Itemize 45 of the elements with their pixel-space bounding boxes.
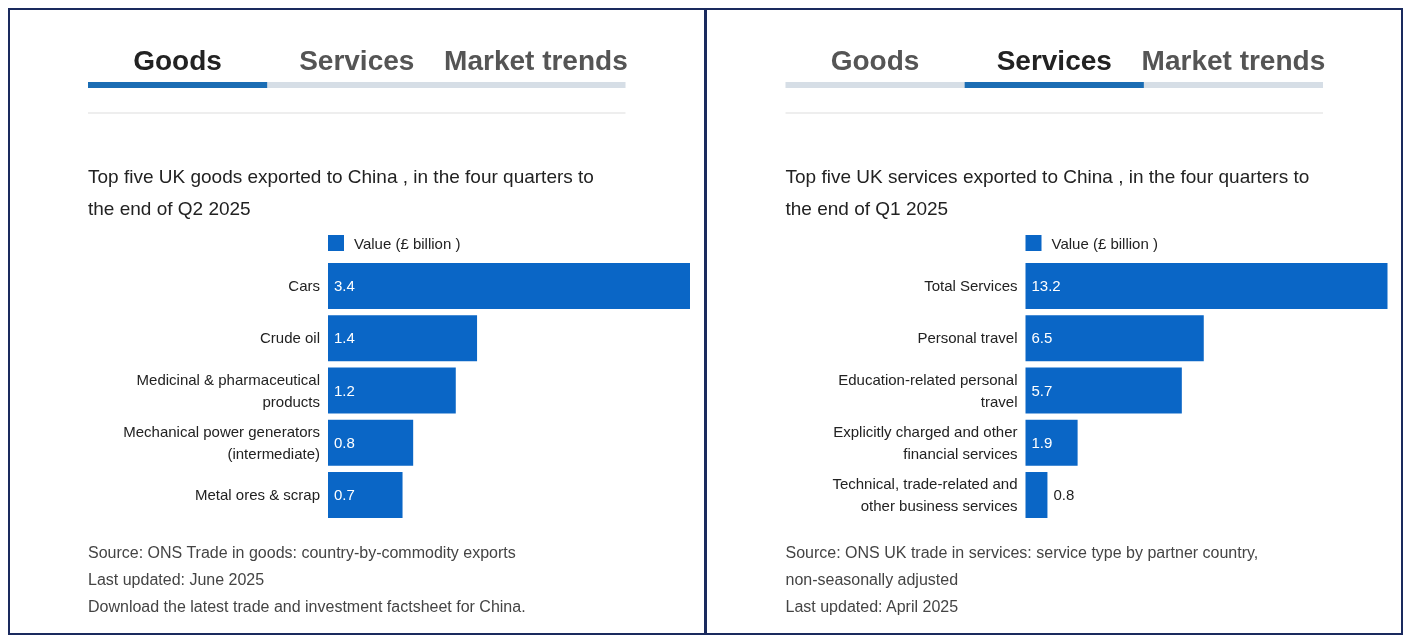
text: Market trends — [444, 45, 628, 76]
legend-label: Value (£ billion ) — [354, 235, 461, 252]
bar — [1025, 472, 1048, 518]
y-tick-label: Mechanical power generators (intermediate) — [123, 422, 320, 462]
legend-label: Value (£ billion ) — [1051, 235, 1158, 252]
y-tick-label: Personal travel — [917, 329, 1018, 347]
bar — [328, 472, 403, 518]
bar — [328, 419, 414, 466]
text: Download the latest trade and investment factsheet for China. — [88, 598, 526, 615]
chart-title: Top five UK services exported to China , in the four quarters to the end of Q1 2025 — [785, 166, 1310, 219]
bar — [1025, 419, 1078, 466]
data-label: 1.4 — [334, 329, 355, 347]
bar — [1025, 367, 1182, 414]
source-note: Source: ONS Trade in goods: country-by-commodity exports — [88, 544, 516, 561]
y-tick-label: Cars — [288, 276, 320, 294]
y-tick-label: Education-related personal travel — [838, 370, 1018, 410]
data-label: 1.2 — [334, 381, 355, 399]
bar — [1025, 315, 1204, 362]
data-label: 5.7 — [1031, 381, 1053, 399]
bar — [328, 263, 690, 309]
y-tick-label: Crude oil — [259, 329, 320, 347]
data-label: 6.5 — [1031, 329, 1053, 347]
text: Market trends — [1141, 45, 1326, 76]
data-label: 0.8 — [1053, 486, 1075, 504]
y-tick-label: Total Services — [924, 276, 1018, 294]
text: Last updated: June 2025 — [88, 571, 265, 588]
bar — [328, 367, 456, 414]
y-tick-label: Metal ores & scrap — [194, 486, 320, 504]
text: Goods — [830, 45, 920, 76]
y-tick-label: Medicinal & pharmaceutical products — [136, 370, 320, 410]
bar — [1025, 263, 1388, 309]
data-label: 0.7 — [334, 486, 355, 504]
chart-title: Top five UK goods exported to China , in the four quarters to the end of Q2 2025 — [88, 166, 594, 219]
text: Services — [299, 45, 415, 76]
bar — [328, 315, 478, 362]
source-note: Source: ONS UK trade in services: service type by partner country, non-seasonally adjusted — [785, 544, 1259, 588]
data-label: 3.4 — [334, 276, 355, 294]
text: Goods — [133, 45, 222, 76]
y-tick-label: Technical, trade-related and other business services — [832, 475, 1018, 515]
data-label: 1.9 — [1031, 433, 1053, 451]
data-label: 13.2 — [1031, 276, 1061, 294]
data-label: 0.8 — [334, 433, 355, 451]
y-tick-label: Explicitly charged and other financial services — [833, 422, 1018, 462]
text: Last updated: April 2025 — [785, 598, 959, 615]
text: Services — [996, 45, 1112, 76]
